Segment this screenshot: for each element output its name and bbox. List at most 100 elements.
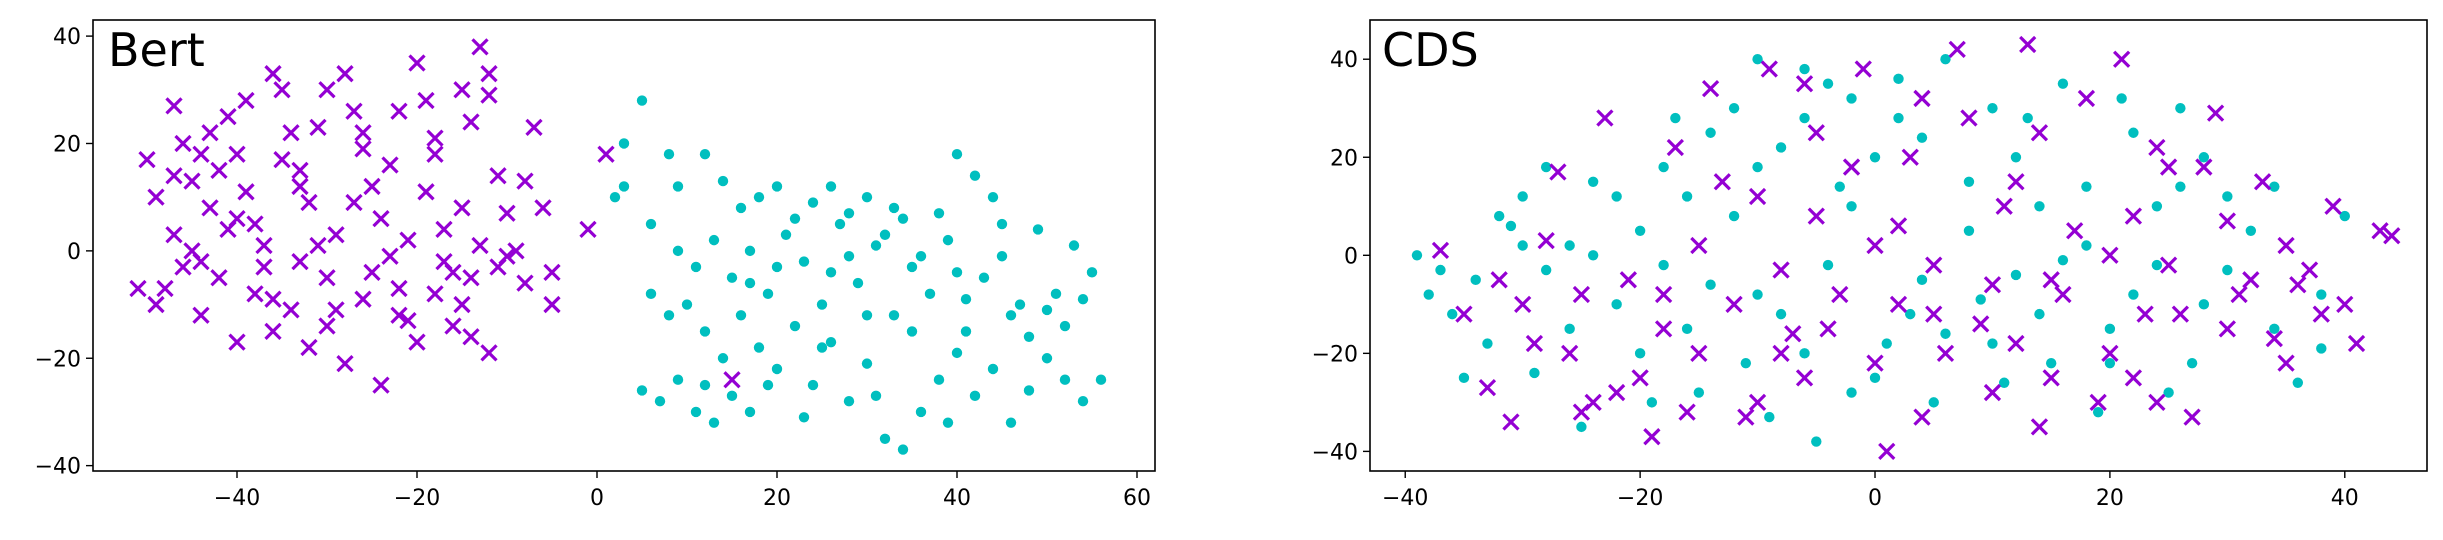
bert-dot-marker <box>672 374 684 385</box>
bert-x-marker <box>471 38 489 56</box>
bert-dot-marker <box>897 213 909 224</box>
bert-dot-marker <box>861 191 873 203</box>
bert-x-marker <box>489 167 507 185</box>
bert-x-marker <box>327 301 345 319</box>
cds-x-marker <box>1925 305 1943 323</box>
bert-dot-marker <box>915 251 927 262</box>
cds-x-marker <box>2300 261 2319 279</box>
bert-dot-marker <box>861 310 873 321</box>
cds-x-marker <box>2242 271 2260 289</box>
bert-dot-marker <box>789 213 801 224</box>
cds-x-marker <box>2042 271 2060 289</box>
cds-dot-marker <box>1587 176 1599 187</box>
cds-dot-marker <box>1681 323 1693 335</box>
cds-dot-marker <box>1693 387 1705 398</box>
cds-x-marker <box>1654 285 1673 304</box>
cds-xtick-label: −40 <box>1382 486 1428 511</box>
bert-ytick-label: 40 <box>53 25 81 50</box>
cds-dot-marker <box>1529 367 1540 379</box>
bert-x-marker <box>453 199 471 217</box>
cds-dot-marker <box>1458 372 1470 384</box>
bert-dot-marker <box>744 277 756 289</box>
bert-dot-marker <box>636 95 648 106</box>
bert-dot-marker <box>879 229 891 240</box>
bert-dot-marker <box>852 277 864 289</box>
bert-dot-marker <box>798 256 810 267</box>
cds-x-marker <box>2277 354 2295 372</box>
cds-x-marker <box>1737 408 1755 426</box>
bert-yticks: −40 −20 0 20 40 <box>35 25 93 480</box>
bert-dot-marker <box>762 379 774 391</box>
cds-dot-marker <box>1493 210 1505 222</box>
bert-dot-marker <box>969 170 981 181</box>
cds-dot-marker <box>1905 308 1916 320</box>
bert-x-marker <box>435 252 453 271</box>
bert-x-marker <box>255 236 273 255</box>
bert-dot-marker <box>699 379 711 391</box>
bert-dot-marker <box>870 240 882 251</box>
bert-plot-frame <box>92 19 1156 472</box>
cds-x-marker <box>2218 320 2236 338</box>
bert-dot-marker <box>1023 331 1035 342</box>
cds-x-marker <box>1772 344 1790 362</box>
bert-dot-marker <box>843 396 855 407</box>
cds-x-marker <box>1878 442 1896 461</box>
bert-dot-marker <box>834 218 846 230</box>
cds-dot-marker <box>1869 372 1881 384</box>
cds-dot-marker <box>1893 73 1904 85</box>
cds-x-marker <box>1889 295 1908 313</box>
cds-x-marker <box>1995 197 2013 215</box>
bert-x-marker <box>525 118 543 137</box>
cds-x-marker <box>1913 408 1931 426</box>
bert-dot-marker <box>708 417 720 428</box>
cds-plot-frame <box>1369 19 2428 472</box>
bert-x-marker <box>147 295 165 314</box>
bert-x-marker <box>264 322 282 341</box>
bert-x-marker <box>309 118 327 137</box>
cds-dot-marker <box>1799 112 1810 124</box>
bert-x-marker <box>165 97 183 115</box>
cds-x-marker <box>2289 276 2307 294</box>
bert-x-marker <box>291 177 309 196</box>
bert-dot-marker <box>663 149 675 160</box>
cds-dot-marker <box>1705 279 1716 290</box>
bert-x-marker <box>498 247 516 265</box>
cds-dot-marker <box>1411 250 1423 261</box>
bert-dot-marker <box>1023 385 1035 396</box>
cds-dot-marker <box>1752 161 1763 173</box>
bert-dot-marker <box>717 175 729 187</box>
cds-dot-marker <box>1940 54 1951 65</box>
bert-x-marker <box>444 317 462 335</box>
bert-x-marker <box>516 172 534 190</box>
bert-xtick-label: 20 <box>763 486 791 511</box>
bert-x-marker <box>147 188 165 206</box>
cds-dot-marker <box>1846 93 1857 104</box>
cds-dot-marker <box>1893 112 1904 124</box>
bert-x-marker <box>192 306 210 324</box>
bert-x-marker <box>480 344 498 362</box>
cds-dot-marker <box>2104 323 2116 335</box>
cds-dot-marker <box>1517 191 1528 202</box>
bert-x-marker <box>246 285 264 303</box>
bert-xticks: −40 −20 0 20 40 60 <box>214 471 1151 511</box>
cds-xtick-label: 40 <box>2331 486 2359 511</box>
bert-panel: −40 −20 0 20 40 60 −40 −20 0 20 40 Bert <box>35 19 1156 511</box>
cds-dot-marker <box>1540 264 1552 276</box>
cds-x-marker <box>1854 60 1872 78</box>
cds-x-marker <box>1842 158 1861 176</box>
cds-panel: −40 −20 0 20 40 −40 −20 0 20 40 CDS <box>1312 19 2428 511</box>
cds-dot-marker <box>1916 274 1928 286</box>
bert-x-marker <box>390 102 408 120</box>
cds-x-marker <box>1960 109 1978 127</box>
bert-ytick-label: −40 <box>35 455 81 480</box>
cds-x-marker <box>1561 344 1579 362</box>
cds-x-marker <box>2148 393 2166 412</box>
bert-x-marker <box>516 274 534 292</box>
bert-dot-marker <box>771 181 783 192</box>
bert-dot-marker <box>987 363 999 375</box>
bert-dot-marker <box>951 267 963 278</box>
cds-x-marker <box>1643 428 1661 446</box>
bert-dot-marker <box>672 181 684 192</box>
bert-x-marker <box>183 172 201 190</box>
bert-x-marker <box>543 295 561 314</box>
